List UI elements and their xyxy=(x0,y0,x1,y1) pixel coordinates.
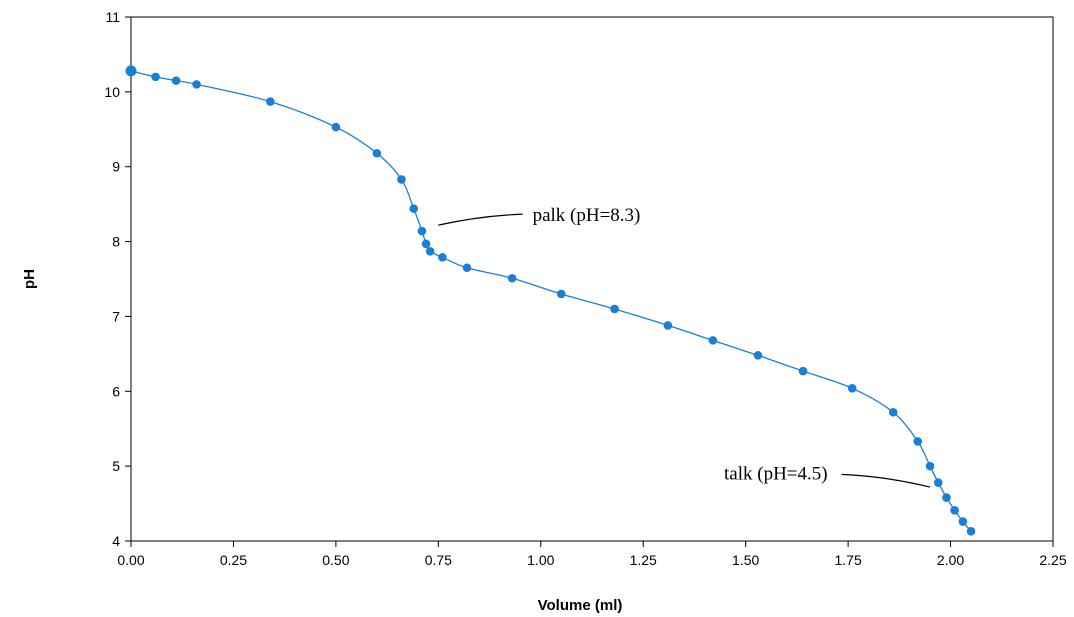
x-tick-label: 0.25 xyxy=(220,552,247,568)
data-point xyxy=(610,304,619,314)
annotation-label: talk (pH=4.5) xyxy=(724,463,828,484)
data-point xyxy=(925,461,935,471)
x-tick-label: 1.25 xyxy=(630,552,657,568)
x-tick-label: 1.00 xyxy=(527,552,554,568)
x-axis: 0.00 0.25 0.50 0.75 1.00 1.25 1.50 1.75 2.00 2.25 xyxy=(117,541,1067,568)
data-point xyxy=(507,273,517,283)
data-point xyxy=(192,80,201,89)
x-tick-label: 2.25 xyxy=(1039,552,1066,568)
plot-frame xyxy=(130,16,1054,542)
data-point xyxy=(151,72,160,82)
data-point xyxy=(438,252,447,262)
y-tick-label: 5 xyxy=(112,458,120,474)
plot-border xyxy=(130,16,1054,542)
data-series xyxy=(125,65,976,536)
annotation-label: palk (pH=8.3) xyxy=(533,205,641,226)
y-tick-label: 10 xyxy=(104,84,120,100)
data-point xyxy=(331,122,341,132)
x-tick-label: 1.50 xyxy=(732,552,759,568)
data-point xyxy=(966,526,976,536)
data-point xyxy=(372,148,382,158)
y-axis: 4 5 6 7 8 9 10 11 xyxy=(104,9,131,549)
data-point xyxy=(753,351,763,360)
data-point xyxy=(942,493,951,502)
data-point xyxy=(798,366,808,376)
data-point xyxy=(556,289,566,299)
data-point xyxy=(417,226,427,236)
x-axis-title: Volume (ml) xyxy=(538,597,623,614)
y-tick-label: 6 xyxy=(112,383,120,399)
data-point xyxy=(425,247,435,256)
data-point xyxy=(847,383,857,393)
data-point xyxy=(125,65,137,77)
data-point xyxy=(171,76,181,85)
data-point xyxy=(663,321,673,330)
x-tick-label: 1.75 xyxy=(834,552,861,568)
data-point xyxy=(933,478,943,487)
data-point xyxy=(421,239,431,249)
data-point xyxy=(913,437,923,446)
annotations: palk (pH=8.3) talk (pH=4.5) xyxy=(438,205,931,488)
data-point xyxy=(958,517,968,526)
data-point xyxy=(266,97,275,106)
series-line xyxy=(130,70,972,532)
y-tick-label: 9 xyxy=(112,159,120,175)
y-axis-title: pH xyxy=(21,269,38,289)
y-tick-label: 8 xyxy=(112,234,120,250)
x-tick-label: 0.50 xyxy=(322,552,349,568)
data-point xyxy=(397,175,406,184)
x-tick-label: 0.75 xyxy=(425,552,452,568)
data-point xyxy=(708,336,718,345)
x-tick-label: 0.00 xyxy=(117,552,144,568)
annotation-leader-line xyxy=(841,473,931,488)
y-tick-label: 7 xyxy=(112,308,120,324)
y-tick-label: 11 xyxy=(105,9,120,25)
data-point xyxy=(409,204,419,213)
data-point xyxy=(462,263,472,273)
annotation-leader-line xyxy=(438,213,523,226)
x-tick-label: 2.00 xyxy=(937,552,964,568)
data-point xyxy=(888,407,898,417)
data-point xyxy=(950,506,959,515)
y-tick-label: 4 xyxy=(112,533,120,549)
